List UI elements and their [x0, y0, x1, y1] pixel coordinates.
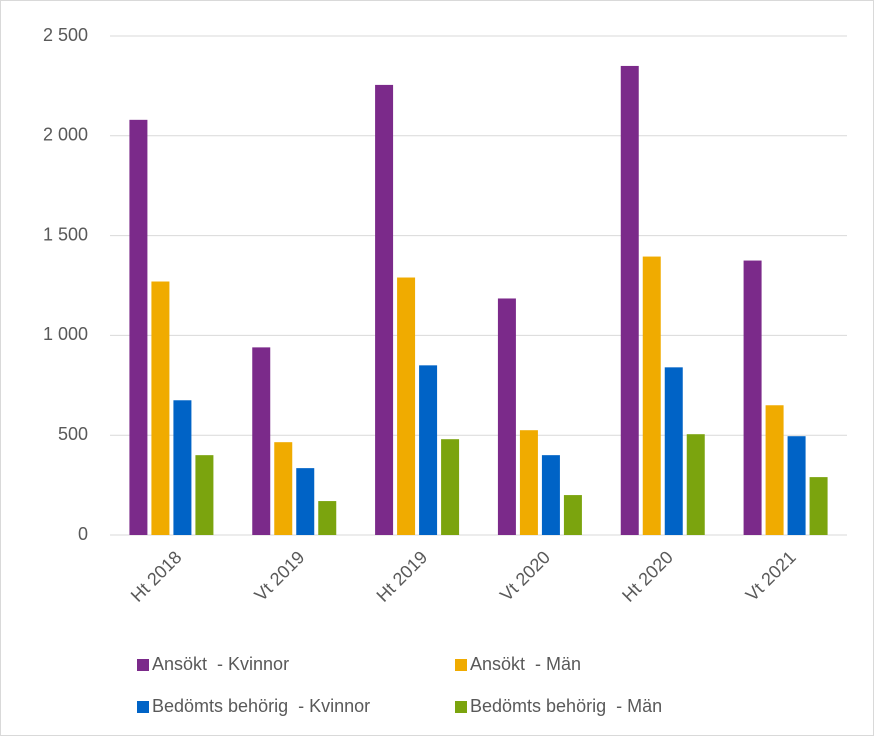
bar: [375, 84, 394, 535]
bar: [620, 65, 639, 535]
bar: [519, 430, 538, 535]
y-tick-label: 1 000: [43, 324, 88, 344]
bar: [743, 260, 762, 535]
bar: [274, 442, 293, 535]
y-tick-label: 0: [78, 524, 88, 544]
bar: [497, 298, 516, 535]
bar: [809, 477, 828, 535]
bar: [686, 434, 705, 535]
legend-label: Bedömts behörig - Män: [470, 696, 662, 716]
bar: [642, 256, 661, 535]
bar: [195, 455, 214, 535]
legend-marker: [455, 701, 467, 713]
bar: [441, 439, 460, 535]
bar: [151, 281, 170, 535]
y-tick-label: 1 500: [43, 224, 88, 244]
bar: [664, 367, 683, 535]
bar: [419, 365, 438, 535]
legend-label: Ansökt - Män: [470, 654, 581, 674]
bar: [563, 495, 582, 535]
bar: [173, 400, 192, 535]
bar: [296, 468, 315, 535]
legend-label: Ansökt - Kvinnor: [152, 654, 289, 674]
legend-marker: [137, 701, 149, 713]
bar: [765, 405, 784, 535]
legend-marker: [137, 659, 149, 671]
bar: [787, 436, 806, 535]
bar: [318, 501, 337, 535]
y-tick-label: 2 000: [43, 125, 88, 145]
bar: [541, 455, 560, 535]
bar: [397, 277, 416, 535]
legend-marker: [455, 659, 467, 671]
bar: [252, 347, 271, 535]
y-tick-label: 500: [58, 424, 88, 444]
bar: [129, 119, 148, 535]
legend-label: Bedömts behörig - Kvinnor: [152, 696, 370, 716]
y-tick-label: 2 500: [43, 25, 88, 45]
